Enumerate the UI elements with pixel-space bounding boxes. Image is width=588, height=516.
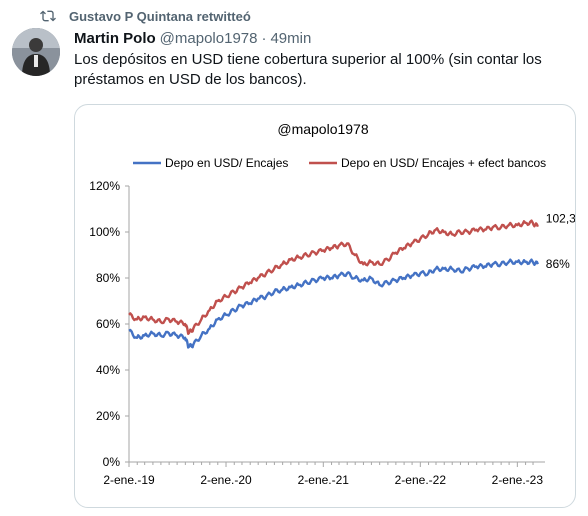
chart-series — [128, 219, 539, 349]
tweet-header: Martin Polo @mapolo1978 · 49min — [74, 30, 311, 50]
retweet-header: Gustavo P Quintana retwitteó — [40, 6, 251, 26]
y-tick-label: 40% — [96, 363, 120, 377]
x-tick-label: 2-ene.-20 — [200, 473, 252, 487]
author-name[interactable]: Martin Polo — [74, 30, 156, 47]
tweet-text: Los depósitos en USD tiene cobertura sup… — [74, 51, 542, 88]
end-value-label: 86% — [546, 257, 570, 271]
avatar[interactable] — [12, 28, 60, 76]
series-line-encajes-efect-bancos — [128, 219, 539, 335]
avatar-image — [12, 28, 60, 76]
x-tick-label: 2-ene.-23 — [492, 473, 544, 487]
retweet-icon — [40, 10, 56, 22]
y-tick-label: 20% — [96, 409, 120, 423]
retweet-label[interactable]: Gustavo P Quintana retwitteó — [69, 8, 251, 24]
separator-dot: · — [261, 30, 267, 47]
x-tick-label: 2-ene.-19 — [103, 473, 155, 487]
legend-label: Depo en USD/ Encajes — [165, 156, 288, 170]
x-tick-label: 2-ene.-22 — [395, 473, 447, 487]
line-chart: @mapolo1978 Depo en USD/ Encajes Depo en … — [89, 121, 575, 487]
y-tick-label: 60% — [96, 317, 120, 331]
legend-label: Depo en USD/ Encajes + efect bancos — [341, 156, 546, 170]
chart-title: @mapolo1978 — [277, 121, 368, 137]
series-line-encajes — [128, 258, 539, 349]
chart-axes: 0% 20% 40% 60% 80% 100% 120% 2-ene.-19 2-ene.-20… — [89, 179, 545, 487]
x-tick-label: 2-ene.-21 — [298, 473, 350, 487]
tweet-timestamp[interactable]: 49min — [270, 30, 312, 47]
y-tick-label: 120% — [89, 179, 120, 193]
end-value-label: 102,3% — [546, 212, 575, 226]
y-tick-label: 0% — [103, 455, 121, 469]
author-handle[interactable]: @mapolo1978 — [159, 30, 258, 47]
y-tick-label: 100% — [89, 225, 120, 239]
chart-annotations: 102,3% 86% — [546, 212, 575, 271]
tweet-media-chart[interactable]: @mapolo1978 Depo en USD/ Encajes Depo en … — [74, 104, 576, 508]
y-tick-label: 80% — [96, 271, 120, 285]
chart-legend: Depo en USD/ Encajes Depo en USD/ Encajes… — [133, 156, 546, 170]
